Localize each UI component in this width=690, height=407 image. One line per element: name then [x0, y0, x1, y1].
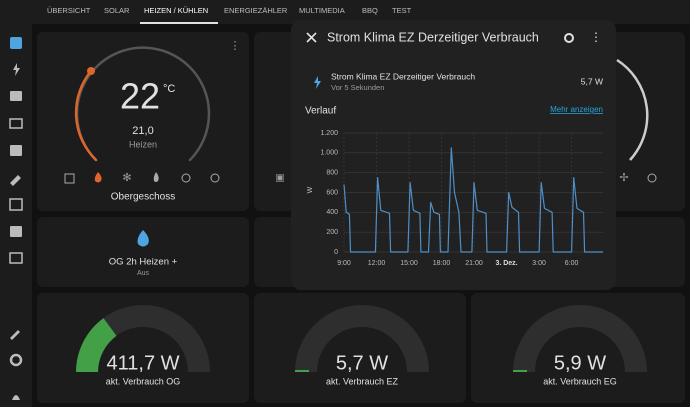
gauge-card	[471, 293, 685, 403]
x-tick-label: 3. Dez.	[495, 260, 517, 267]
nav-dashboard[interactable]	[10, 37, 22, 49]
scene-icon	[137, 230, 149, 247]
scene-card[interactable]	[37, 217, 249, 287]
dialog	[291, 20, 616, 290]
gauge-name: akt. Verbrauch EZ	[326, 376, 399, 386]
mode-dry[interactable]	[153, 172, 159, 182]
entity-state: 5,7 W	[581, 76, 603, 86]
gauge-name: akt. Verbrauch OG	[106, 376, 181, 386]
nav-list[interactable]	[9, 118, 23, 129]
hvac-mode: Heizen	[129, 139, 157, 149]
settings-button[interactable]	[564, 33, 574, 43]
temperature-unit: °C	[163, 83, 175, 95]
gauge-value: 5,7 W	[336, 352, 388, 374]
x-tick-label: 21:00	[465, 260, 483, 267]
dialog-title: Strom Klima EZ Derzeitiger Verbrauch	[327, 30, 539, 44]
more-link[interactable]: Mehr anzeigen	[550, 105, 603, 114]
tab[interactable]: MULTIMEDIA	[299, 6, 345, 15]
nav-media[interactable]	[9, 198, 23, 211]
thermostat-card	[37, 32, 249, 211]
tab[interactable]: BBQ	[362, 6, 378, 15]
y-tick-label: 800	[326, 170, 338, 177]
gauge-track	[513, 305, 647, 373]
nav-tools[interactable]	[10, 175, 21, 186]
mode-heat[interactable]	[94, 172, 102, 183]
nav-developer[interactable]	[10, 330, 20, 340]
scene-name: OG 2h Heizen +	[109, 257, 178, 268]
tab-indicator	[140, 22, 218, 24]
tab[interactable]: ENERGIEZÄHLER	[224, 6, 288, 15]
x-tick-label: 6:00	[565, 260, 579, 267]
x-tick-label: 15:00	[400, 260, 418, 267]
nav-settings[interactable]	[9, 353, 23, 367]
thermostat-handle[interactable]	[87, 67, 95, 75]
gauge-track	[295, 305, 429, 373]
nav-history[interactable]	[10, 145, 22, 156]
thermostat-arc-3	[616, 58, 649, 161]
gauge-fill	[76, 318, 117, 373]
mode-fan-3[interactable]: ✢	[619, 172, 628, 184]
entity-name: Strom Klima EZ Derzeitiger Verbrauch	[331, 71, 475, 81]
x-tick-label: 9:00	[337, 260, 351, 267]
gauge-card	[254, 293, 466, 403]
sidebar	[0, 0, 32, 407]
thermostat-arc-active	[74, 69, 98, 162]
gauge-card	[37, 293, 249, 403]
gauge-name: akt. Verbrauch EG	[543, 376, 617, 386]
tab[interactable]: SOLAR	[104, 6, 130, 15]
mode-cool[interactable]: ✻	[122, 172, 131, 184]
nav-media-browser[interactable]	[10, 226, 22, 237]
mode-schedule-2[interactable]: ▣	[275, 173, 284, 184]
mode-off-3[interactable]	[647, 173, 657, 183]
tab[interactable]: HEIZEN / KÜHLEN	[144, 6, 208, 15]
menu-button[interactable]: ⋮	[590, 30, 602, 44]
nav-notifications[interactable]	[12, 395, 20, 400]
tab[interactable]: ÜBERSICHT	[47, 6, 91, 15]
y-tick-label: 200	[326, 229, 338, 236]
x-tick-label: 3:00	[532, 260, 546, 267]
y-tick-label: 1.200	[320, 130, 338, 137]
history-title: Verlauf	[305, 106, 336, 117]
card-menu[interactable]: ⋮	[230, 40, 241, 52]
data-line	[343, 147, 603, 253]
nav-logbook[interactable]	[10, 91, 22, 101]
mode-off[interactable]	[210, 173, 220, 183]
tab-bar: ÜBERSICHT SOLAR HEIZEN / KÜHLEN ENERGIEZÄHL…	[47, 6, 412, 24]
mode-schedule[interactable]	[64, 173, 75, 184]
gauge-value: 5,9 W	[554, 352, 606, 374]
y-tick-label: 0	[334, 249, 338, 256]
temperature: 22	[120, 76, 160, 117]
y-axis-label: W	[307, 186, 314, 193]
scene-state: Aus	[137, 270, 150, 277]
entity-time: Vor 5 Sekunden	[331, 83, 384, 92]
target-temperature: 21,0	[132, 125, 153, 137]
x-tick-label: 12:00	[368, 260, 386, 267]
entity-icon	[314, 76, 321, 89]
nav-energy[interactable]	[13, 63, 20, 76]
y-tick-label: 600	[326, 189, 338, 196]
mode-fan[interactable]	[181, 173, 191, 183]
close-button[interactable]	[306, 32, 317, 43]
thermostat-name: Obergeschoss	[111, 192, 175, 203]
tab[interactable]: TEST	[392, 6, 412, 15]
gauge-value: 411,7 W	[107, 352, 180, 374]
y-tick-label: 400	[326, 209, 338, 216]
x-tick-label: 18:00	[433, 260, 451, 267]
history-chart: 0 200 400 600 800 1.000 1.200 9:00 12:00 15:00 18:…	[307, 130, 603, 267]
y-tick-label: 1.000	[320, 150, 338, 157]
nav-terminal[interactable]	[9, 252, 23, 264]
